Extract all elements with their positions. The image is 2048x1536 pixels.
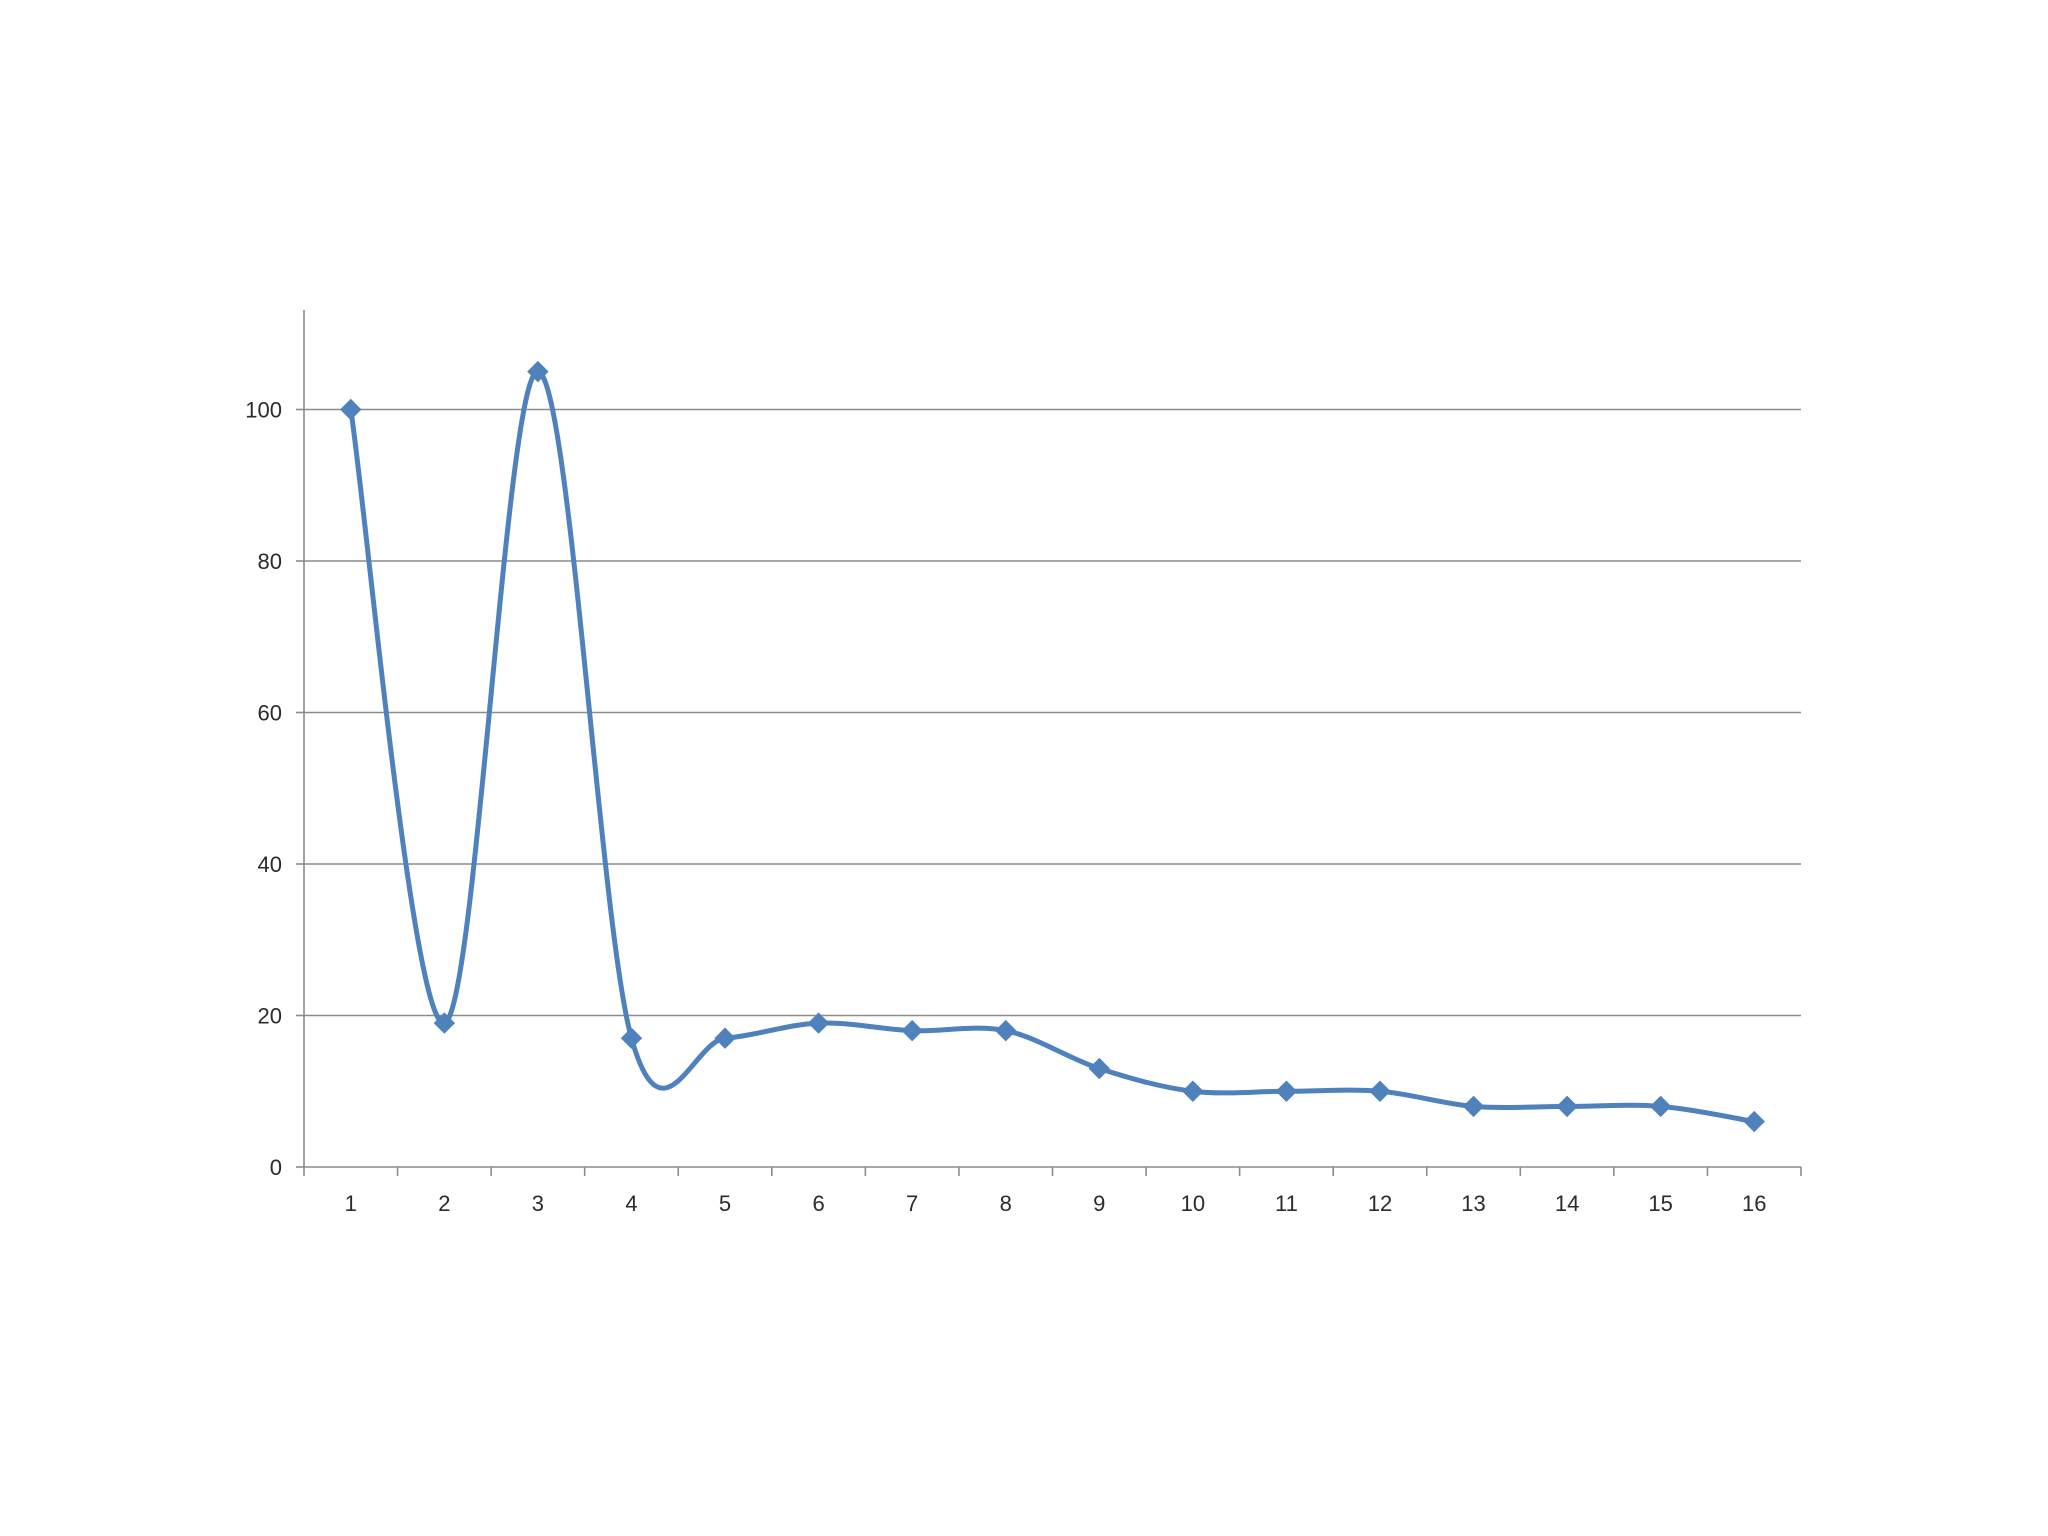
data-point-16	[1743, 1110, 1765, 1133]
x-tick-label: 5	[719, 1191, 731, 1216]
x-tick-label: 1	[345, 1191, 357, 1216]
data-point-7	[901, 1019, 923, 1042]
data-point-11	[1275, 1080, 1298, 1102]
x-tick-label: 12	[1368, 1191, 1392, 1216]
data-point-14	[1556, 1095, 1578, 1118]
x-tick-label: 9	[1093, 1191, 1105, 1216]
x-tick-label: 10	[1181, 1191, 1205, 1216]
data-point-2	[433, 1012, 456, 1034]
x-tick-label: 6	[812, 1191, 824, 1216]
y-tick-label: 0	[270, 1155, 282, 1180]
data-point-6	[807, 1012, 830, 1034]
x-tick-label: 14	[1555, 1191, 1579, 1216]
data-point-4	[620, 1027, 643, 1049]
data-point-12	[1369, 1080, 1391, 1102]
x-tick-label: 16	[1742, 1191, 1766, 1216]
marker-layer	[340, 360, 1765, 1133]
data-point-3	[527, 360, 549, 383]
data-point-9	[1088, 1057, 1110, 1080]
x-axis-ticks: 1 2 3 4 5 6 7 8 9 10 11 12 13 14 15 16	[303, 1167, 1802, 1216]
data-point-8	[995, 1019, 1017, 1042]
series-layer	[348, 369, 1757, 1125]
y-axis-ticks: 0 20 40 60 80 100	[245, 398, 304, 1180]
x-tick-label: 11	[1275, 1191, 1298, 1216]
data-point-1	[340, 398, 362, 421]
x-tick-label: 7	[906, 1191, 918, 1216]
axes	[303, 310, 1801, 1168]
x-tick-label: 4	[625, 1191, 637, 1216]
x-tick-label: 8	[1000, 1191, 1012, 1216]
y-tick-label: 60	[258, 701, 282, 726]
y-tick-label: 20	[258, 1004, 282, 1029]
x-tick-label: 15	[1648, 1191, 1672, 1216]
series-line-0	[348, 369, 1757, 1125]
data-point-10	[1182, 1080, 1204, 1102]
x-tick-label: 2	[438, 1191, 450, 1216]
data-point-15	[1649, 1095, 1672, 1118]
y-tick-label: 40	[258, 852, 282, 877]
data-point-5	[714, 1027, 736, 1049]
gridlines	[304, 408, 1801, 1017]
y-tick-label: 100	[245, 398, 282, 423]
x-tick-label: 3	[532, 1191, 544, 1216]
y-tick-label: 80	[258, 549, 282, 574]
x-tick-label: 13	[1461, 1191, 1485, 1216]
data-point-13	[1462, 1095, 1485, 1118]
